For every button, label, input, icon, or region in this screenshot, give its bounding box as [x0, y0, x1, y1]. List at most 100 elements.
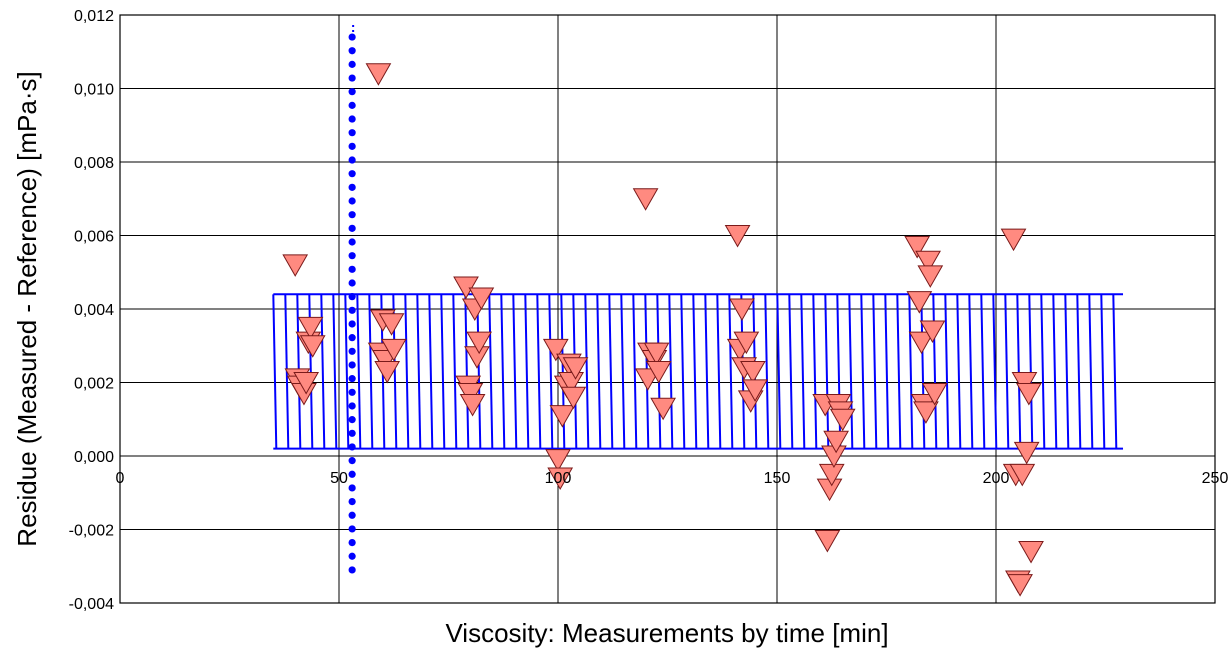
vertical-dot — [348, 388, 356, 396]
x-axis-title: Viscosity: Measurements by time [min] — [445, 618, 888, 648]
data-point-marker — [632, 188, 659, 211]
vertical-dot — [348, 484, 356, 492]
vertical-dot — [348, 347, 356, 355]
vertical-dot — [348, 457, 356, 465]
vertical-dot — [348, 60, 356, 68]
band-hatch — [332, 294, 338, 449]
band-hatch — [848, 294, 854, 449]
band-hatch — [944, 294, 950, 449]
band-hatch — [812, 294, 818, 449]
data-point-marker — [299, 335, 326, 358]
data-point-marker — [365, 63, 392, 86]
x-tick-label: 200 — [983, 470, 1010, 487]
band-hatch — [596, 294, 602, 449]
band-hatch — [632, 294, 638, 449]
band-hatch — [1052, 294, 1058, 449]
band-hatch — [1100, 294, 1106, 449]
band-hatch — [512, 294, 518, 449]
band-hatch — [524, 294, 530, 449]
vertical-dot — [348, 511, 356, 519]
data-point-marker — [724, 225, 751, 248]
data-point-marker — [729, 298, 755, 322]
band-hatch — [452, 294, 458, 449]
data-point-marker — [374, 360, 401, 384]
vertical-dot — [348, 279, 356, 287]
data-point-marker — [906, 291, 933, 314]
y-tick-label: -0,004 — [69, 596, 114, 613]
data-point-marker — [908, 331, 935, 355]
vertical-dot — [348, 334, 356, 342]
vertical-dot — [348, 170, 356, 178]
x-tick-label: 150 — [764, 470, 791, 487]
band-hatch — [428, 294, 434, 449]
y-tick-label: 0,008 — [74, 155, 114, 172]
band-hatch — [716, 294, 722, 449]
band-hatch — [416, 294, 422, 449]
band-hatch — [548, 294, 554, 449]
band-hatch — [896, 294, 902, 449]
data-point-marker — [378, 313, 405, 336]
grid-layer — [119, 14, 1216, 604]
band-hatch — [320, 294, 326, 449]
band-hatch — [1040, 294, 1046, 449]
data-point-marker — [818, 463, 845, 487]
band-hatch — [968, 294, 974, 449]
data-point-marker — [558, 372, 585, 395]
y-tick-label: 0,012 — [74, 8, 114, 25]
data-point-marker — [547, 467, 574, 491]
band-hatch — [344, 294, 350, 449]
band-hatch — [692, 294, 698, 449]
data-point-marker — [1007, 574, 1033, 597]
band-hatch — [884, 294, 890, 449]
data-point-marker — [545, 449, 571, 472]
data-markers — [282, 63, 1044, 597]
x-tick-label: 100 — [545, 470, 572, 487]
vertical-dot — [348, 88, 356, 96]
data-point-marker — [542, 338, 569, 362]
vertical-dot — [348, 252, 356, 260]
vertical-dot — [348, 265, 356, 273]
vertical-dot — [348, 197, 356, 205]
band-hatch — [368, 294, 374, 449]
x-tick-label: 250 — [1202, 470, 1229, 487]
band-hatch — [404, 294, 410, 449]
data-point-marker — [468, 287, 495, 310]
data-point-marker — [457, 383, 484, 406]
vertical-dot — [348, 429, 356, 437]
vertical-dot — [348, 129, 356, 137]
data-point-marker — [459, 394, 486, 417]
vertical-dot — [348, 211, 356, 219]
band-hatch — [800, 294, 806, 449]
band-hatch — [872, 294, 878, 449]
band-hatch — [704, 294, 710, 449]
vertical-dot — [348, 402, 356, 410]
band-hatch — [992, 294, 998, 449]
band-hatch — [620, 294, 626, 449]
data-point-marker — [1009, 463, 1036, 487]
band-hatch — [1088, 294, 1094, 449]
data-point-marker — [1013, 441, 1040, 465]
vertical-dot — [348, 33, 356, 41]
band-hatch — [1004, 294, 1010, 449]
data-point-marker — [904, 236, 931, 259]
data-point-marker — [913, 401, 939, 424]
data-point-marker — [733, 331, 760, 355]
band-hatch — [1028, 294, 1034, 449]
band-hatch — [980, 294, 986, 449]
data-point-marker — [650, 397, 676, 421]
x-tick-label: 0 — [116, 470, 125, 487]
data-point-marker — [282, 254, 309, 277]
data-point-marker — [560, 386, 587, 410]
band-hatch — [536, 294, 542, 449]
vertical-dot — [348, 115, 356, 123]
data-point-marker — [829, 408, 856, 432]
band-hatch — [440, 294, 446, 449]
band-hatch — [476, 294, 482, 449]
data-point-marker — [1000, 228, 1027, 252]
data-point-marker — [549, 405, 576, 428]
band-hatch — [788, 294, 794, 449]
vertical-dot — [348, 525, 356, 533]
data-point-marker — [740, 360, 766, 384]
band-hatch — [500, 294, 506, 449]
